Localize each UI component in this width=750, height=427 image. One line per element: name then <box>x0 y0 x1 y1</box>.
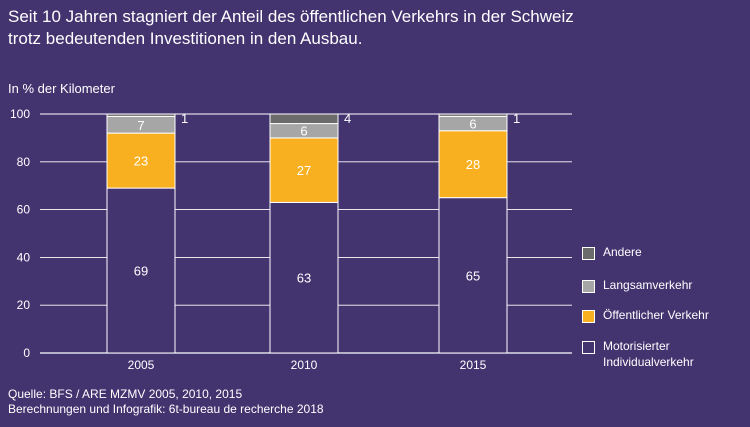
legend-label-oeffentlicher-verkehr: Öffentlicher Verkehr <box>603 308 709 322</box>
y-tick-label-100: 100 <box>10 107 30 121</box>
legend-label-motorisierter-individualverkehr: Motorisierter Individualverkehr <box>603 339 694 369</box>
data-label-2005-andere: 1 <box>181 111 188 126</box>
data-label-2005-langsamverkehr: 7 <box>137 118 144 133</box>
bar-2015-ffentlicher-verkehr <box>438 130 508 199</box>
legend-swatch-motorisierter-individualverkehr <box>582 341 595 354</box>
bar-2005-ffentlicher-verkehr <box>106 132 176 189</box>
source-line-2: Berechnungen und Infografik: 6t-bureau d… <box>8 402 324 416</box>
legend-swatch-andere <box>582 247 595 260</box>
chart-title: Seit 10 Jahren stagniert der Anteil des … <box>8 6 738 50</box>
bar-2010-motorisierter-individualverkehr <box>269 201 339 354</box>
legend-label-langsamverkehr: Langsamverkehr <box>603 278 693 292</box>
y-tick-label-20: 20 <box>17 298 31 312</box>
y-tick-label-60: 60 <box>17 203 31 217</box>
bar-2005-motorisierter-individualverkehr <box>106 187 176 354</box>
x-tick-label-2005: 2005 <box>128 358 155 372</box>
y-tick-label-40: 40 <box>17 250 31 264</box>
source-line-1: Quelle: BFS / ARE MZMV 2005, 2010, 2015 <box>8 387 243 401</box>
chart-title-line-2: trotz bedeutenden Investitionen in den A… <box>8 29 363 48</box>
data-label-2010-andere: 4 <box>344 111 351 126</box>
data-label-2015-ffentlicher-verkehr: 28 <box>466 157 480 172</box>
data-label-2010-motorisierter-individualverkehr: 63 <box>297 271 311 286</box>
data-label-2005-ffentlicher-verkehr: 23 <box>134 154 148 169</box>
bar-2015-andere <box>438 113 508 117</box>
legend-swatch-langsamverkehr <box>582 280 595 293</box>
source-note: Quelle: BFS / ARE MZMV 2005, 2010, 2015 … <box>8 387 324 417</box>
legend-label-andere: Andere <box>603 245 642 259</box>
x-tick-label-2015: 2015 <box>460 358 487 372</box>
legend-item-oeffentlicher-verkehr: Öffentlicher Verkehr <box>582 307 709 323</box>
data-label-2015-langsamverkehr: 6 <box>469 117 476 132</box>
data-label-2005-motorisierter-individualverkehr: 69 <box>134 264 148 279</box>
data-label-2010-langsamverkehr: 6 <box>300 124 307 139</box>
x-tick-label-2010: 2010 <box>291 358 318 372</box>
bar-2015-motorisierter-individualverkehr <box>438 197 508 354</box>
data-label-2015-andere: 1 <box>513 111 520 126</box>
legend-swatch-oeffentlicher-verkehr <box>582 310 595 323</box>
y-tick-label-80: 80 <box>17 155 31 169</box>
y-tick-label-0: 0 <box>23 346 30 360</box>
bar-2010-ffentlicher-verkehr <box>269 137 339 203</box>
legend-item-langsamverkehr: Langsamverkehr <box>582 277 692 293</box>
legend-item-andere: Andere <box>582 244 642 260</box>
chart-title-line-1: Seit 10 Jahren stagniert der Anteil des … <box>8 7 574 26</box>
bar-2005-andere <box>106 113 176 117</box>
legend-item-motorisierter-individualverkehr: Motorisierter Individualverkehr <box>582 338 694 370</box>
data-label-2015-motorisierter-individualverkehr: 65 <box>466 268 480 283</box>
bar-2010-andere <box>269 113 339 125</box>
data-label-2010-ffentlicher-verkehr: 27 <box>297 163 311 178</box>
y-axis-label: In % der Kilometer <box>8 81 115 96</box>
